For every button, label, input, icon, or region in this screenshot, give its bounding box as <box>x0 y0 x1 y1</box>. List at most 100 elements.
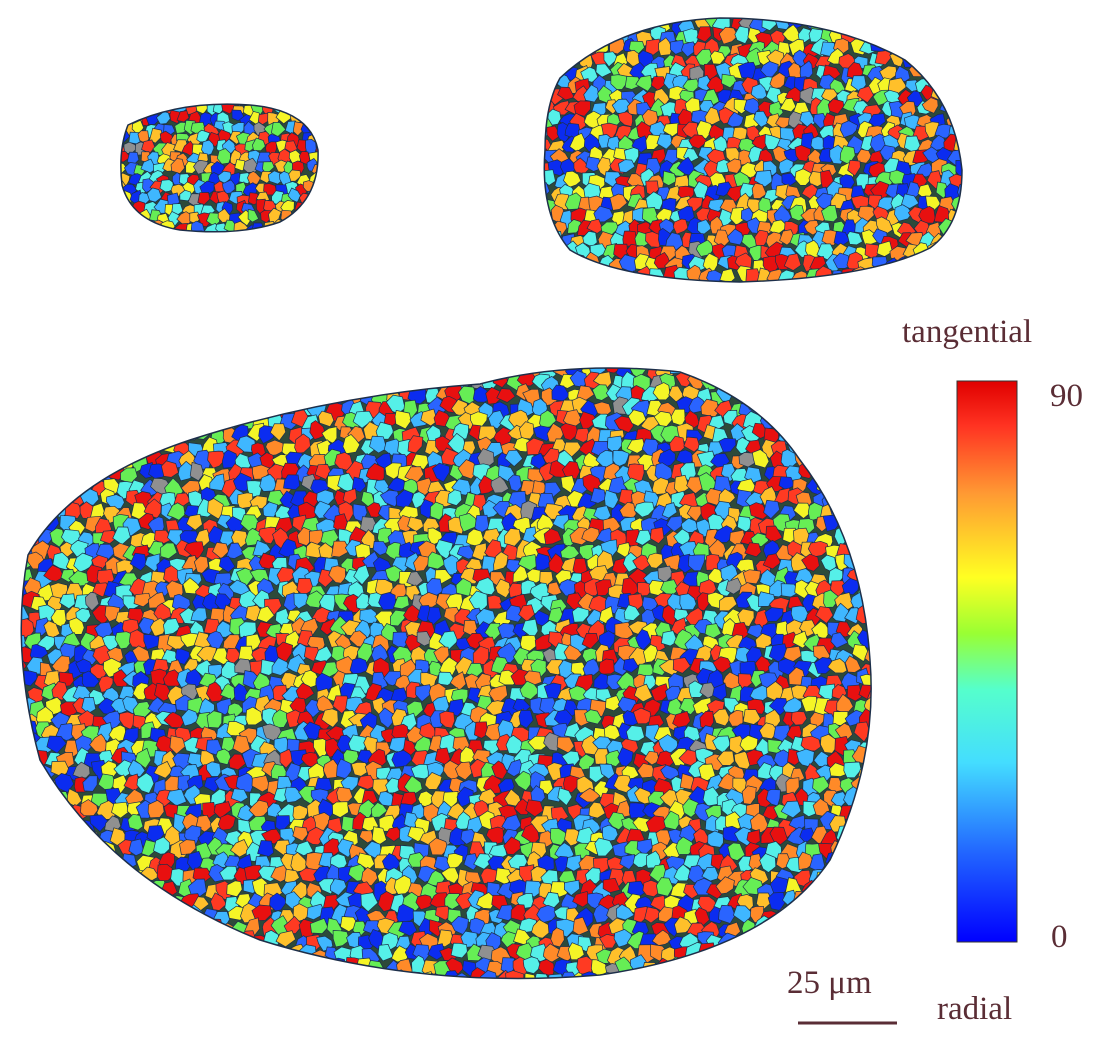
grain-cell <box>130 224 144 232</box>
grain-cell <box>214 957 232 974</box>
grain-cell <box>942 83 962 100</box>
grain-cell <box>48 909 67 926</box>
grain-cell <box>821 400 836 420</box>
grain-cell <box>0 504 16 524</box>
grain-cell <box>149 104 164 108</box>
grain-cell <box>120 916 137 935</box>
grain-cell <box>272 947 291 964</box>
grain-cell <box>75 377 95 395</box>
grain-cell <box>768 932 786 952</box>
grain-cell <box>925 47 944 67</box>
grain-cell <box>544 246 558 262</box>
grain-cell <box>794 144 811 162</box>
grain-cell <box>80 958 101 979</box>
grain-cell <box>21 488 25 506</box>
grain-cell <box>28 879 46 898</box>
grain-cell <box>959 210 962 225</box>
grain-cell <box>912 52 931 68</box>
grain-cell <box>758 722 779 740</box>
grain-cell <box>21 699 27 719</box>
grain-cell <box>581 526 600 543</box>
grain-cell <box>185 368 205 380</box>
grain-cell <box>465 632 486 650</box>
grain-cell <box>48 841 66 858</box>
grain-cell <box>199 231 213 232</box>
grain-cell <box>73 414 89 432</box>
grain-cell <box>89 919 109 938</box>
grain-cell <box>320 368 339 379</box>
grain-cell <box>579 411 598 430</box>
grain-cell <box>544 252 556 271</box>
grain-cell <box>766 372 782 392</box>
grain-cell <box>622 658 639 673</box>
grain-cell <box>21 970 34 979</box>
grain-cell <box>544 217 549 235</box>
grain-cell <box>864 387 872 405</box>
grain-cell <box>959 40 962 56</box>
grain-cell <box>745 931 763 950</box>
grain-cell <box>170 942 186 962</box>
grain-cell <box>222 179 236 194</box>
grain-cell <box>49 527 66 548</box>
grain-cell <box>53 440 72 455</box>
grain-cell <box>493 551 509 572</box>
grain-cell <box>60 839 80 856</box>
grain-cell <box>419 722 436 739</box>
grain-cell <box>35 889 55 908</box>
grain-cell <box>21 779 24 797</box>
grain-cell <box>628 18 642 19</box>
grain-cell <box>21 707 28 727</box>
grain-cell <box>539 983 558 1001</box>
grain-cell <box>374 371 394 391</box>
grain-cell <box>660 18 678 20</box>
grain-cell <box>120 130 125 144</box>
grain-cell <box>734 25 749 45</box>
grain-cell <box>153 602 172 622</box>
grain-cell <box>256 605 275 623</box>
grain-cell <box>817 349 834 366</box>
grain-cell <box>730 946 750 966</box>
grain-cell <box>318 410 335 428</box>
grain-cell <box>612 450 630 468</box>
grain-cell <box>156 863 173 882</box>
grain-cell <box>845 527 864 545</box>
grain-cell <box>829 473 849 492</box>
grain-cell <box>544 270 560 282</box>
grain-cell <box>819 425 839 444</box>
grain-cell <box>403 604 422 624</box>
grain-cell <box>2 790 17 807</box>
grain-cell <box>863 776 872 795</box>
grain-cell <box>2 765 17 783</box>
grain-cell <box>82 929 99 947</box>
grain-cell <box>3 830 20 846</box>
grain-cell <box>794 168 812 186</box>
grain-cell <box>21 590 24 607</box>
grain-cell <box>141 425 160 443</box>
grain-cell <box>250 368 267 377</box>
grain-cell <box>296 973 315 979</box>
grain-cell <box>844 655 862 673</box>
grain-cell <box>766 396 783 414</box>
grain-cell <box>544 169 556 186</box>
grain-cell <box>571 606 590 623</box>
grain-cell <box>861 591 872 611</box>
grain-cell <box>21 963 36 979</box>
grain-cell <box>253 986 272 1002</box>
grain-cell <box>846 502 864 521</box>
grain-cell <box>833 18 849 28</box>
grain-cell <box>652 382 671 401</box>
grain-cell <box>54 368 72 379</box>
grain-cell <box>159 385 181 401</box>
grain-cell <box>21 683 27 702</box>
grain-cell <box>152 922 173 941</box>
grain-cell <box>108 368 128 376</box>
grain-cell <box>267 170 283 185</box>
grain-cell <box>824 909 843 927</box>
grain-cell <box>826 370 847 391</box>
grain-cell <box>539 571 554 587</box>
grain-cell <box>286 227 303 232</box>
grain-cell <box>857 401 872 417</box>
grain-cell <box>544 36 555 55</box>
grain-cell <box>96 382 112 401</box>
grain-cell <box>337 371 355 392</box>
